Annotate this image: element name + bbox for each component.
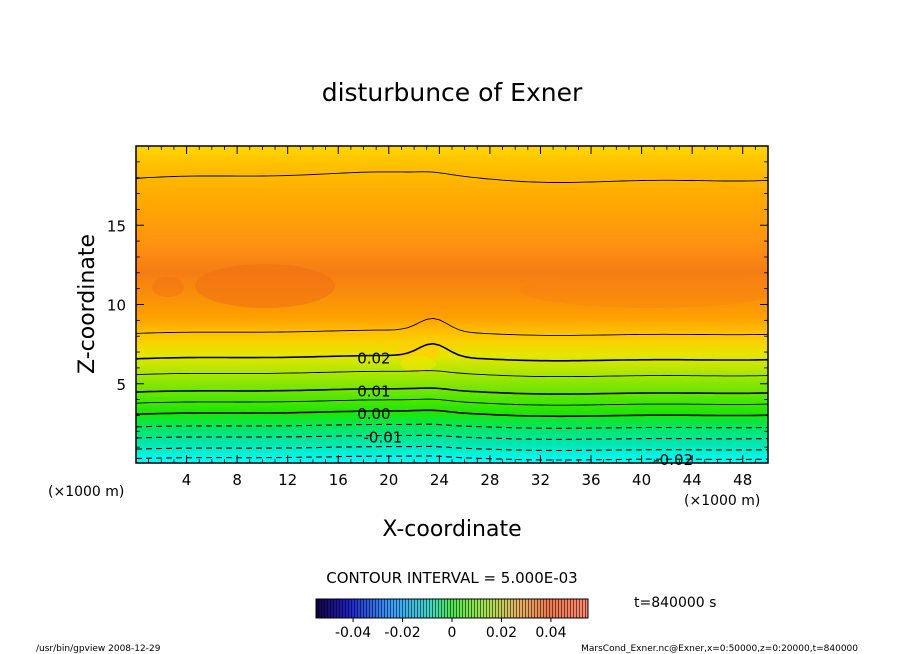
z-tick-label: 15 — [107, 217, 126, 235]
time-label: t=840000 s — [634, 595, 716, 611]
colorbar-tick-label: -0.02 — [384, 625, 420, 641]
contour-line-solid — [136, 370, 768, 378]
contour-line-solid — [136, 317, 768, 336]
contour-line-dashed — [136, 455, 768, 461]
contour-line-dashed — [136, 423, 768, 429]
contour-line-solid — [136, 409, 768, 418]
plot-field — [136, 146, 768, 463]
x-tick-label: 40 — [632, 471, 651, 489]
z-tick-label: 5 — [116, 376, 126, 394]
colorbar-tick-label: 0 — [448, 625, 457, 641]
x-axis-title: X-coordinate — [382, 517, 521, 542]
x-tick-label: 44 — [683, 471, 702, 489]
contour-label: 0.00 — [357, 405, 390, 423]
x-ticks: 4 8 12 16 20 24 28 32 36 40 44 48 — [148, 146, 756, 489]
contour-label: 0.02 — [357, 349, 390, 367]
colorbar-tick-label: -0.04 — [335, 625, 371, 641]
x-tick-label: 36 — [581, 471, 600, 489]
x-tick-label: 28 — [480, 471, 499, 489]
z-axis-title: Z-coordinate — [75, 234, 100, 374]
contour-line-solid — [136, 171, 768, 183]
contour-line-solid — [136, 342, 768, 362]
x-tick-label: 24 — [430, 471, 449, 489]
x-tick-label: 8 — [232, 471, 242, 489]
contour-line-dashed — [136, 445, 768, 452]
colorbar-tick-label: 0.02 — [486, 625, 517, 641]
contour-line-solid — [136, 398, 768, 406]
x-tick-label: 4 — [182, 471, 192, 489]
x-unit-right: (×1000 m) — [684, 493, 760, 509]
x-tick-label: 48 — [733, 471, 752, 489]
x-tick-label: 32 — [531, 471, 550, 489]
contour-line-solid — [136, 387, 768, 395]
x-tick-label: 16 — [329, 471, 348, 489]
contour-label: -0.01 — [364, 429, 403, 447]
colorbar-tick-label: 0.04 — [535, 625, 566, 641]
contour-label: -0.02 — [654, 451, 693, 469]
contour-interval: CONTOUR INTERVAL = 5.000E-03 — [326, 569, 577, 587]
z-tick-label: 10 — [107, 297, 126, 315]
x-tick-label: 20 — [379, 471, 398, 489]
chart-title: disturbunce of Exner — [322, 78, 583, 107]
contour-label: 0.01 — [357, 383, 390, 401]
footer-left: /usr/bin/gpview 2008-12-29 — [36, 644, 161, 654]
contour-line-dashed — [136, 434, 768, 440]
contour-lines — [136, 171, 768, 461]
footer-right: MarsCond_Exner.nc@Exner,x=0:50000,z=0:20… — [581, 644, 858, 654]
contour-labels: 0.02 0.01 0.00 -0.01 -0.02 — [357, 349, 693, 468]
colorbar-ticks: -0.04 -0.02 0 0.02 0.04 — [335, 618, 567, 641]
z-ticks: 5 10 15 — [107, 161, 768, 448]
x-tick-label: 12 — [278, 471, 297, 489]
colorbar — [315, 598, 589, 619]
x-unit-left: (×1000 m) — [48, 484, 124, 500]
